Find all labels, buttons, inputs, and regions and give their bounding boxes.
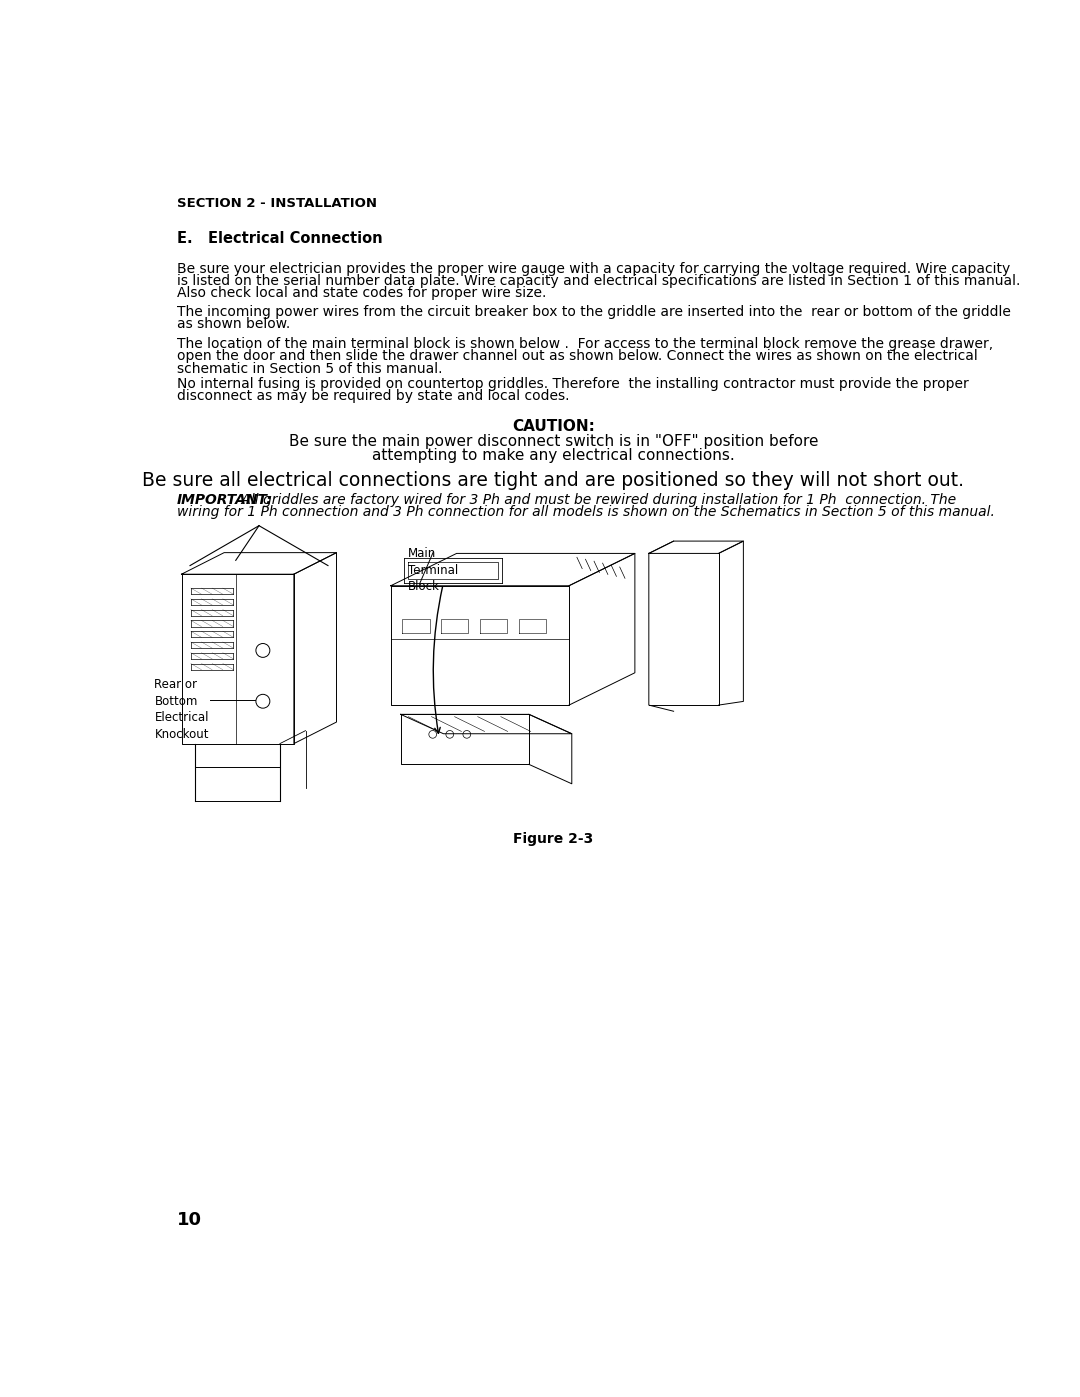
Text: as shown below.: as shown below.	[177, 317, 291, 331]
Text: open the door and then slide the drawer channel out as shown below. Connect the : open the door and then slide the drawer …	[177, 349, 977, 363]
Text: All griddles are factory wired for 3 Ph and must be rewired during installation : All griddles are factory wired for 3 Ph …	[238, 493, 957, 507]
Text: disconnect as may be required by state and local codes.: disconnect as may be required by state a…	[177, 390, 569, 404]
Text: is listed on the serial number data plate. Wire capacity and electrical specific: is listed on the serial number data plat…	[177, 274, 1021, 288]
Text: The location of the main terminal block is shown below .  For access to the term: The location of the main terminal block …	[177, 337, 993, 351]
Text: Figure 2-3: Figure 2-3	[513, 833, 594, 847]
Text: 10: 10	[177, 1211, 202, 1229]
Text: Rear or
Bottom
Electrical
Knockout: Rear or Bottom Electrical Knockout	[154, 678, 208, 740]
Text: SECTION 2 - INSTALLATION: SECTION 2 - INSTALLATION	[177, 197, 377, 210]
Text: No internal fusing is provided on countertop griddles. Therefore  the installing: No internal fusing is provided on counte…	[177, 377, 969, 391]
Text: wiring for 1 Ph connection and 3 Ph connection for all models is shown on the Sc: wiring for 1 Ph connection and 3 Ph conn…	[177, 504, 995, 518]
Text: schematic in Section 5 of this manual.: schematic in Section 5 of this manual.	[177, 362, 443, 376]
Text: Be sure all electrical connections are tight and are positioned so they will not: Be sure all electrical connections are t…	[143, 471, 964, 490]
Text: Also check local and state codes for proper wire size.: Also check local and state codes for pro…	[177, 286, 546, 300]
Text: CAUTION:: CAUTION:	[512, 419, 595, 433]
Text: The incoming power wires from the circuit breaker box to the griddle are inserte: The incoming power wires from the circui…	[177, 305, 1011, 319]
Text: E.   Electrical Connection: E. Electrical Connection	[177, 231, 382, 246]
Text: Be sure your electrician provides the proper wire gauge with a capacity for carr: Be sure your electrician provides the pr…	[177, 261, 1010, 275]
Text: Be sure the main power disconnect switch is in "OFF" position before: Be sure the main power disconnect switch…	[288, 434, 819, 448]
Text: attempting to make any electrical connections.: attempting to make any electrical connec…	[373, 448, 734, 462]
Text: IMPORTANT:: IMPORTANT:	[177, 493, 272, 507]
Text: Main
Terminal
Block: Main Terminal Block	[408, 548, 458, 594]
